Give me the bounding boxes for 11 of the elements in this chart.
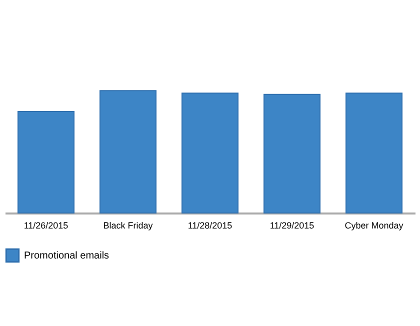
x-tick-label: Black Friday bbox=[103, 220, 154, 230]
bar bbox=[100, 90, 156, 214]
x-tick-label: 11/26/2015 bbox=[24, 220, 68, 230]
legend-label: Promotional emails bbox=[24, 250, 110, 262]
bar bbox=[18, 110, 74, 214]
bar bbox=[346, 92, 402, 214]
x-tick-label: Cyber Monday bbox=[344, 220, 404, 230]
bar bbox=[182, 92, 238, 214]
x-tick-label: 11/28/2015 bbox=[188, 220, 232, 230]
x-tick-label: 11/29/2015 bbox=[270, 220, 314, 230]
bar bbox=[264, 94, 320, 214]
